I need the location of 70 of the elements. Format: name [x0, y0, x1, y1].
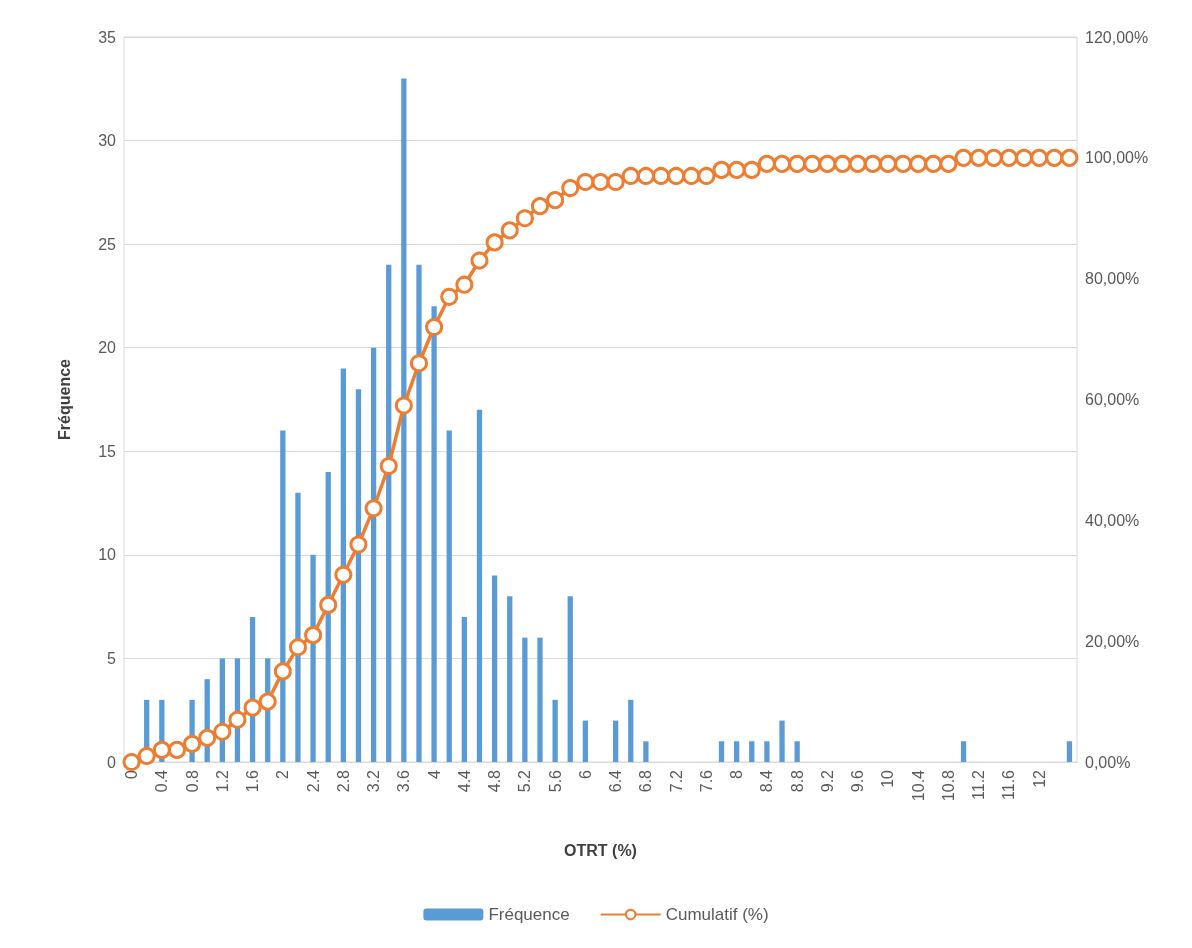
y-tick-label: 5 — [107, 649, 117, 667]
y2-tick-label: 40,00% — [1085, 511, 1140, 529]
y2-tick-label: 80,00% — [1085, 270, 1140, 288]
x-tick-label: 8.8 — [788, 769, 806, 793]
x-tick-label: 1.6 — [244, 769, 262, 793]
bar — [491, 575, 498, 762]
bar — [779, 720, 785, 762]
y2-tick-label: 20,00% — [1085, 632, 1140, 650]
bar — [582, 720, 589, 762]
x-tick-label: 3.2 — [365, 769, 383, 793]
bar — [960, 741, 967, 762]
y-tick-label: 35 — [98, 28, 117, 46]
x-tick-label: 7.2 — [667, 769, 685, 793]
x-tick-label: 10 — [879, 769, 897, 788]
x-tick-label: 0.4 — [153, 769, 171, 793]
bar — [567, 596, 573, 762]
x-tick-label: 11.2 — [970, 769, 988, 800]
y-axis-title: Fréquence — [55, 358, 73, 440]
bar — [522, 637, 528, 762]
y2-tick-label: 0,00% — [1085, 753, 1131, 771]
x-tick-label: 6.4 — [607, 769, 625, 793]
bar — [764, 741, 770, 762]
x-tick-label: 12 — [1030, 769, 1048, 788]
bar — [794, 741, 800, 762]
bar — [1066, 741, 1073, 762]
x-tick-label: 8 — [728, 769, 746, 779]
x-tick-label: 10.8 — [939, 769, 957, 802]
x-tick-label: 6 — [576, 769, 594, 779]
x-tick-label: 5.6 — [546, 769, 564, 793]
x-axis-title: OTRT (%) — [564, 841, 637, 859]
bar — [749, 741, 755, 762]
x-tick-label: 0 — [123, 769, 141, 779]
x-tick-label: 2.8 — [334, 769, 352, 793]
x-tick-label: 3.6 — [395, 769, 413, 793]
x-tick-label: 2 — [274, 769, 292, 779]
legend-label: Fréquence — [488, 905, 570, 924]
x-tick-label: 4.8 — [486, 769, 504, 793]
bar — [718, 741, 725, 762]
y-tick-label: 30 — [98, 132, 117, 150]
bar — [507, 596, 513, 762]
x-tick-label: 6.8 — [637, 769, 655, 793]
bar — [612, 720, 619, 762]
x-tick-label: 10.4 — [909, 769, 927, 802]
x-tick-label: 7.6 — [697, 769, 715, 793]
x-tick-label: 1.2 — [213, 769, 231, 793]
y-tick-label: 20 — [98, 339, 117, 357]
x-tick-label: 5.2 — [516, 769, 534, 793]
x-tick-label: 4 — [425, 769, 443, 779]
x-tick-label: 4.4 — [455, 769, 473, 793]
x-tick-label: 11.6 — [1000, 769, 1018, 800]
x-tick-label: 2.4 — [304, 769, 322, 793]
bar — [552, 699, 558, 762]
bar — [537, 637, 543, 762]
legend-label: Cumulatif (%) — [665, 905, 769, 924]
y2-tick-label: 100,00% — [1085, 149, 1149, 167]
y2-tick-label: 120,00% — [1085, 28, 1149, 46]
x-tick-label: 9.2 — [818, 769, 836, 793]
x-tick-label: 8.4 — [758, 769, 776, 793]
y2-tick-label: 60,00% — [1085, 391, 1140, 408]
bar — [734, 741, 740, 762]
bar — [461, 617, 467, 762]
bar — [628, 699, 634, 762]
x-tick-label: 0.8 — [183, 769, 201, 793]
y-tick-label: 10 — [98, 546, 117, 564]
bar — [446, 430, 452, 762]
bar — [643, 741, 649, 762]
y-tick-label: 25 — [98, 235, 117, 253]
bar — [476, 409, 483, 762]
y-tick-label: 15 — [98, 442, 117, 460]
x-tick-label: 9.6 — [849, 769, 867, 793]
